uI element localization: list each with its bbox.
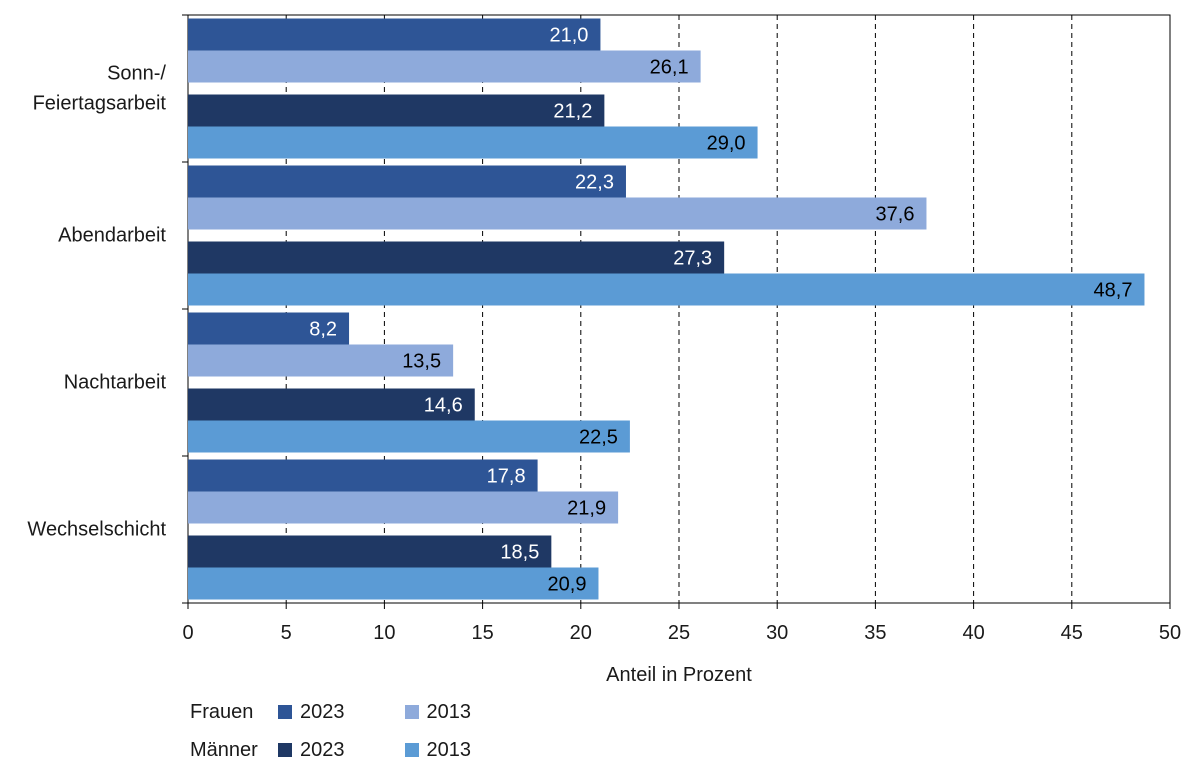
- x-tick-label-20: 20: [570, 622, 592, 644]
- bar-label-maenner-2023-1: 27,3: [673, 248, 712, 270]
- legend-label-maenner-2023: 2023: [300, 738, 345, 761]
- x-tick-label-0: 0: [182, 622, 193, 644]
- bar-maenner-2023-1: [188, 241, 725, 274]
- legend-label-frauen-2013: 2013: [426, 700, 472, 723]
- bar-frauen-2023-2: [188, 312, 350, 345]
- legend-label-maenner-2013: 2013: [426, 738, 472, 761]
- bar-frauen-2023-3: [188, 459, 538, 492]
- bar-maenner-2013-0: [188, 126, 758, 159]
- bar-label-maenner-2023-0: 21,2: [553, 101, 592, 123]
- x-tick-label-40: 40: [962, 622, 984, 644]
- x-axis-label: Anteil in Prozent: [606, 664, 752, 686]
- bar-maenner-2023-3: [188, 535, 552, 568]
- legend-item-maenner-2013: 2013: [404, 738, 472, 762]
- bar-label-frauen-2013-1: 37,6: [876, 204, 915, 226]
- bar-label-frauen-2013-0: 26,1: [650, 57, 689, 79]
- bar-frauen-2023-1: [188, 165, 626, 198]
- legend-item-frauen-2013: 2013: [404, 700, 472, 724]
- bar-frauen-2023-0: [188, 18, 601, 51]
- y-category-label-0-1: Feiertagsarbeit: [33, 93, 167, 115]
- bar-label-frauen-2023-1: 22,3: [575, 172, 614, 194]
- bar-label-maenner-2013-1: 48,7: [1094, 280, 1133, 302]
- y-category-label-0-0: Sonn-/: [107, 63, 166, 85]
- bar-label-maenner-2013-2: 22,5: [579, 427, 618, 449]
- y-category-label-2-0: Nachtarbeit: [64, 372, 167, 394]
- x-tick-label-25: 25: [668, 622, 690, 644]
- legend-swatch-frauen-2023: [278, 705, 292, 719]
- legend-item-maenner-2023: 2023: [278, 739, 373, 762]
- bar-label-frauen-2023-0: 21,0: [550, 25, 589, 47]
- bar-label-maenner-2013-0: 29,0: [707, 133, 746, 155]
- bar-label-maenner-2023-3: 18,5: [500, 542, 539, 564]
- bar-label-maenner-2023-2: 14,6: [424, 395, 463, 417]
- legend-swatch-maenner-2013: [404, 743, 419, 757]
- bar-chart: 0 5 10 15 20 25 30 35 40 45 50 Anteil in Prozent Son…: [27, 14, 1181, 686]
- legend-item-frauen-2023: 2023: [278, 701, 373, 724]
- y-category-label-1-0: Abendarbeit: [58, 225, 166, 247]
- bar-label-frauen-2013-2: 13,5: [402, 351, 441, 373]
- bar-maenner-2013-3: [188, 567, 599, 600]
- bar-label-frauen-2023-3: 17,8: [487, 466, 526, 488]
- x-tick-label-30: 30: [766, 622, 788, 644]
- x-tick-label-35: 35: [864, 622, 886, 644]
- legend-row-frauen: Frauen 2023 2013: [190, 698, 503, 726]
- y-category-label-3-0: Wechselschicht: [27, 519, 166, 541]
- bar-maenner-2023-0: [188, 94, 605, 127]
- bar-frauen-2013-1: [188, 197, 927, 230]
- x-tick-label-45: 45: [1061, 622, 1083, 644]
- legend-group-frauen: Frauen: [190, 700, 254, 723]
- x-tick-label-5: 5: [281, 622, 292, 644]
- legend-row-maenner: Männer 2023 2013: [190, 736, 503, 764]
- legend-swatch-maenner-2023: [278, 743, 292, 757]
- bar-maenner-2013-2: [188, 420, 630, 453]
- bar-label-frauen-2023-2: 8,2: [309, 319, 337, 341]
- bar-frauen-2013-0: [188, 50, 701, 83]
- legend-swatch-frauen-2013: [404, 705, 419, 719]
- bar-label-maenner-2013-3: 20,9: [548, 574, 587, 596]
- bar-frauen-2013-3: [188, 491, 619, 524]
- bar-frauen-2013-2: [188, 344, 454, 377]
- x-tick-label-50: 50: [1159, 622, 1181, 644]
- x-tick-label-15: 15: [471, 622, 493, 644]
- bar-label-frauen-2013-3: 21,9: [567, 498, 606, 520]
- bar-maenner-2023-2: [188, 388, 475, 421]
- legend-label-frauen-2023: 2023: [300, 700, 345, 723]
- legend-group-maenner: Männer: [190, 738, 258, 761]
- x-tick-label-10: 10: [373, 622, 395, 644]
- bar-maenner-2013-1: [188, 273, 1145, 306]
